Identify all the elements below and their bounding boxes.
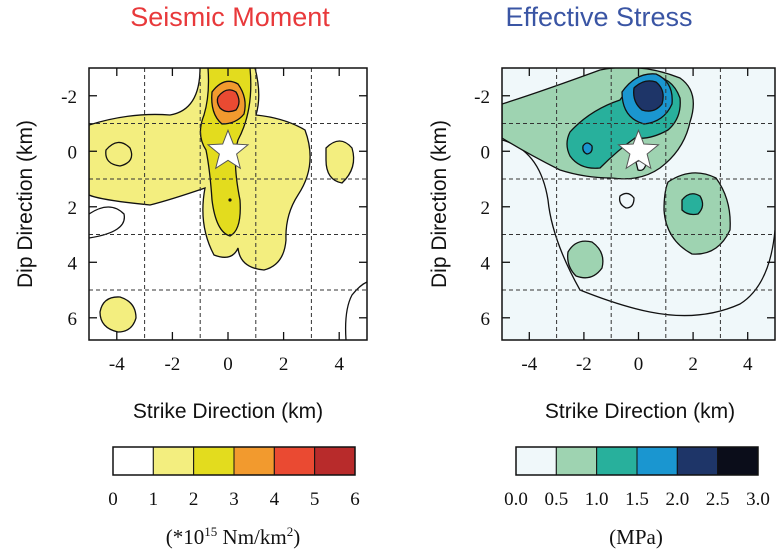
colorbar-swatch xyxy=(273,446,316,476)
colorbar-tick-label: 1.0 xyxy=(585,489,609,510)
colorbar-swatch xyxy=(596,446,638,476)
colorbar-swatch xyxy=(717,446,759,476)
colorbar-tick-label: 0.5 xyxy=(544,489,568,510)
x-tick-label: -2 xyxy=(164,354,180,375)
colorbar-swatch xyxy=(515,446,557,476)
colorbar-tick-label: 3.0 xyxy=(746,489,770,510)
seismic-moment-panel: -4 -2 0 2 4 -2 0 2 4 6 Strike Direction (km) Dip … xyxy=(14,67,368,423)
y-tick-label: 0 xyxy=(481,142,491,163)
seismic-moment-ylabel: Dip Direction (km) xyxy=(14,120,37,288)
colorbar-tick-label: 1.5 xyxy=(625,489,649,510)
effective-stress-xlabel: Strike Direction (km) xyxy=(545,400,735,423)
colorbar-swatch xyxy=(152,446,195,476)
hypocenter-star-icon xyxy=(617,128,660,170)
stress-contour-level-2-se xyxy=(681,193,704,216)
x-tick-label: -4 xyxy=(521,354,537,375)
moment-contour-level-1-sw xyxy=(99,296,137,333)
seismic-moment-unit: (*1015 Nm/km2) xyxy=(166,524,300,549)
effective-stress-contours xyxy=(502,68,775,340)
seismic-moment-xlabel: Strike Direction (km) xyxy=(133,400,323,423)
y-tick-label: 6 xyxy=(481,309,491,330)
colorbar-tick-label: 4 xyxy=(270,489,280,510)
effective-stress-panel: -4 -2 0 2 4 -2 0 2 4 6 Strike Direction (km) Dip … xyxy=(428,67,776,423)
colorbar-tick-label: 0.0 xyxy=(504,489,528,510)
effective-stress-unit: (MPa) xyxy=(609,525,663,549)
y-tick-label: -2 xyxy=(61,87,77,108)
x-tick-label: -2 xyxy=(576,354,592,375)
stress-contour-level-1-sw xyxy=(567,240,604,279)
colorbar-tick-label: 2 xyxy=(189,489,199,510)
y-tick-label: 4 xyxy=(68,253,78,274)
colorbar-tick-label: 1 xyxy=(149,489,159,510)
seismic-moment-contours xyxy=(89,68,367,340)
x-tick-label: 4 xyxy=(743,354,753,375)
x-tick-label: 2 xyxy=(688,354,698,375)
hypocenter-star-icon xyxy=(206,128,250,170)
effective-stress-grid xyxy=(502,68,775,340)
effective-stress-colorbar: 0.0 0.5 1.0 1.5 2.0 2.5 3.0 xyxy=(504,446,770,510)
colorbar-frame xyxy=(112,446,356,476)
colorbar-tick-label: 3 xyxy=(229,489,239,510)
seismic-moment-title: Seismic Moment xyxy=(130,2,330,32)
y-tick-label: -2 xyxy=(474,87,490,108)
colorbar-tick-label: 0 xyxy=(108,489,118,510)
x-tick-label: 0 xyxy=(223,354,233,375)
moment-contour-line-se xyxy=(344,281,367,340)
y-tick-label: 4 xyxy=(481,253,491,274)
colorbar-swatch xyxy=(676,446,719,476)
effective-stress-title: Effective Stress xyxy=(505,2,693,32)
x-tick-label: 4 xyxy=(334,354,344,375)
moment-contour-level-4 xyxy=(216,89,240,113)
colorbar-swatch xyxy=(555,446,598,476)
y-tick-label: 6 xyxy=(68,309,78,330)
colorbar-swatch xyxy=(193,446,235,476)
colorbar-tick-label: 6 xyxy=(350,489,360,510)
y-tick-label: 2 xyxy=(481,198,491,219)
colorbar-tick-label: 2.5 xyxy=(706,489,730,510)
moment-contour-line-w xyxy=(89,206,125,239)
colorbar-tick-label: 5 xyxy=(310,489,320,510)
moment-contour-level-1-west xyxy=(105,141,133,167)
stress-contour-level-3-w xyxy=(582,142,593,155)
stress-contour-hole xyxy=(618,192,635,209)
colorbar-swatch xyxy=(636,446,678,476)
seismic-moment-grid xyxy=(89,68,367,340)
y-tick-label: 2 xyxy=(68,198,78,219)
colorbar-swatch xyxy=(314,446,356,476)
x-tick-label: -4 xyxy=(109,354,125,375)
y-tick-label: 0 xyxy=(68,142,78,163)
colorbar-frame xyxy=(515,446,759,476)
stress-contour-level-4 xyxy=(633,80,664,112)
seismic-moment-ticks: -4 -2 0 2 4 -2 0 2 4 6 xyxy=(61,68,367,375)
effective-stress-ylabel: Dip Direction (km) xyxy=(428,120,451,288)
colorbar-tick-label: 2.0 xyxy=(665,489,689,510)
seismic-moment-colorbar: 0 1 2 3 4 5 6 xyxy=(108,446,360,510)
x-tick-label: 0 xyxy=(634,354,644,375)
effective-stress-ticks: -4 -2 0 2 4 -2 0 2 4 6 xyxy=(474,68,775,375)
colorbar-swatch xyxy=(233,446,275,476)
colorbar-swatch xyxy=(112,446,154,476)
moment-contour-level-1-east xyxy=(325,140,355,184)
x-tick-label: 2 xyxy=(279,354,289,375)
stress-contour-level-0 xyxy=(502,139,775,317)
